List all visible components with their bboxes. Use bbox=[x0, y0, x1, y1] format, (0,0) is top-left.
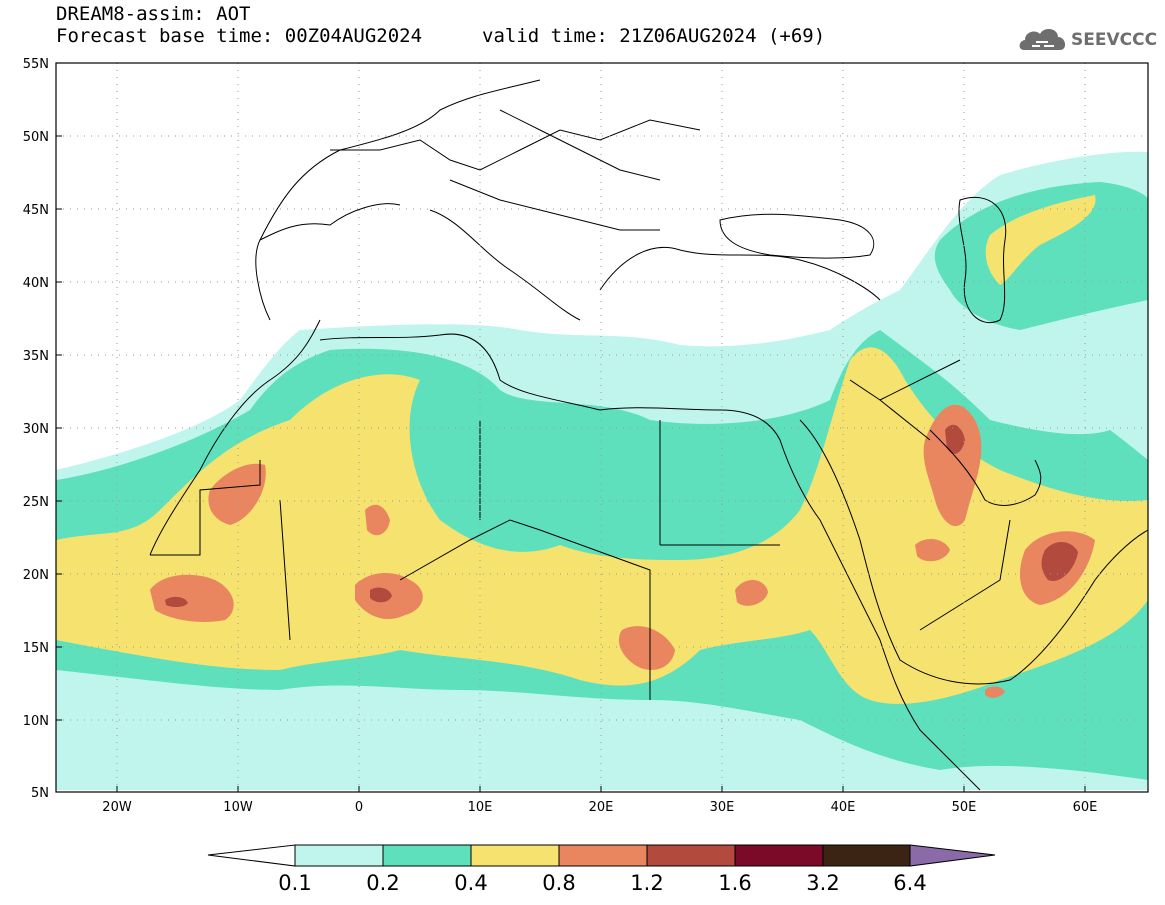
lon-labels: 20W 10W 0 10E 20E 30E 40E 50E 60E bbox=[102, 800, 1097, 815]
tick-marks bbox=[56, 62, 1086, 792]
colorbar-swatch-6 bbox=[734, 844, 824, 867]
coastlines bbox=[149, 79, 1148, 791]
aot-patch-west-africa bbox=[150, 574, 234, 622]
colorbar-swatch-2 bbox=[382, 844, 472, 867]
aot-patch-chad bbox=[618, 626, 675, 670]
aot-band-caspian bbox=[934, 182, 1148, 330]
lon-label-50e: 50E bbox=[952, 800, 977, 815]
logo-text: SEEVCCC bbox=[1071, 30, 1158, 50]
colorbar-swatch-7 bbox=[822, 844, 911, 867]
aot-patch-sahara bbox=[208, 463, 266, 525]
lat-label-30: 30N bbox=[23, 422, 49, 437]
colorbar-swatch-5 bbox=[646, 844, 736, 867]
lat-labels: 55N 50N 45N 40N 35N 30N 25N 20N 15N 10N … bbox=[23, 57, 49, 801]
lat-label-15: 15N bbox=[23, 641, 49, 656]
lat-label-25: 25N bbox=[23, 495, 49, 510]
colorbar-label: 0.8 bbox=[542, 871, 575, 895]
coastline-med-africa bbox=[319, 333, 981, 791]
lat-label-55: 55N bbox=[23, 57, 49, 72]
lon-label-60e: 60E bbox=[1073, 800, 1098, 815]
coastline-arabia bbox=[799, 419, 1148, 685]
aot-core-mali bbox=[370, 587, 392, 603]
colorbar-below-arrow bbox=[207, 844, 296, 867]
colorbar-swatch-3 bbox=[470, 844, 560, 867]
aot-patch-algeria bbox=[365, 504, 390, 536]
lat-label-20: 20N bbox=[23, 568, 49, 583]
lat-label-50: 50N bbox=[23, 130, 49, 145]
coastline-west-africa bbox=[149, 203, 401, 556]
lon-label-30e: 30E bbox=[710, 800, 735, 815]
colorbar-label: 3.2 bbox=[806, 871, 839, 895]
lat-label-35: 35N bbox=[23, 349, 49, 364]
lat-label-5: 5N bbox=[31, 786, 49, 801]
aot-patch-iraq bbox=[923, 404, 982, 527]
lon-label-0: 0 bbox=[355, 800, 363, 815]
border-sahara bbox=[150, 420, 780, 700]
seevccc-logo: SEEVCCC bbox=[1016, 22, 1158, 58]
valid-time: valid time: 21Z06AUG2024 (+69) bbox=[482, 25, 826, 47]
lat-label-45: 45N bbox=[23, 203, 49, 218]
aot-patch-somalia bbox=[985, 686, 1005, 698]
cloud-logo-icon bbox=[1019, 28, 1066, 50]
aot-field bbox=[56, 151, 1148, 790]
colorbar-label: 6.4 bbox=[893, 871, 926, 895]
colorbar-swatch-4 bbox=[558, 844, 648, 867]
colorbar-swatch-1 bbox=[294, 844, 384, 867]
aot-patch-arabia bbox=[915, 538, 950, 562]
colorbar-above-arrow bbox=[909, 844, 996, 867]
forecast-base-time: Forecast base time: 00Z04AUG2024 bbox=[56, 25, 423, 47]
aot-patch-sudan bbox=[735, 580, 768, 606]
lon-label-40e: 40E bbox=[831, 800, 856, 815]
border-europe bbox=[330, 109, 701, 231]
map-title: DREAM8-assim: AOT bbox=[56, 3, 251, 25]
border-arabia bbox=[849, 359, 1011, 631]
lon-label-20w: 20W bbox=[102, 800, 132, 815]
colorbar-labels: 0.1 0.2 0.4 0.8 1.2 1.6 3.2 6.4 bbox=[278, 871, 926, 895]
colorbar-label: 1.2 bbox=[630, 871, 663, 895]
colorbar-label: 1.6 bbox=[718, 871, 751, 895]
aot-core-oman bbox=[1041, 541, 1078, 581]
colorbar-label: 0.2 bbox=[366, 871, 399, 895]
aot-band-caspian-yellow bbox=[985, 195, 1096, 285]
aot-core-iraq bbox=[945, 424, 965, 454]
coastline-europe bbox=[259, 79, 881, 321]
aot-band-04 bbox=[56, 347, 1148, 704]
aot-core-west-africa bbox=[165, 596, 188, 608]
gridlines bbox=[56, 63, 1148, 792]
lon-label-10w: 10W bbox=[223, 800, 253, 815]
colorbar-label: 0.4 bbox=[454, 871, 487, 895]
lon-label-20e: 20E bbox=[589, 800, 614, 815]
lon-label-10e: 10E bbox=[468, 800, 493, 815]
coastline-gulf bbox=[929, 429, 1042, 506]
lat-label-40: 40N bbox=[23, 276, 49, 291]
colorbar-label: 0.1 bbox=[278, 871, 311, 895]
lat-label-10: 10N bbox=[23, 714, 49, 729]
colorbar bbox=[207, 844, 996, 867]
coastline-black-sea bbox=[719, 213, 875, 259]
coastline-caspian bbox=[958, 196, 1007, 324]
